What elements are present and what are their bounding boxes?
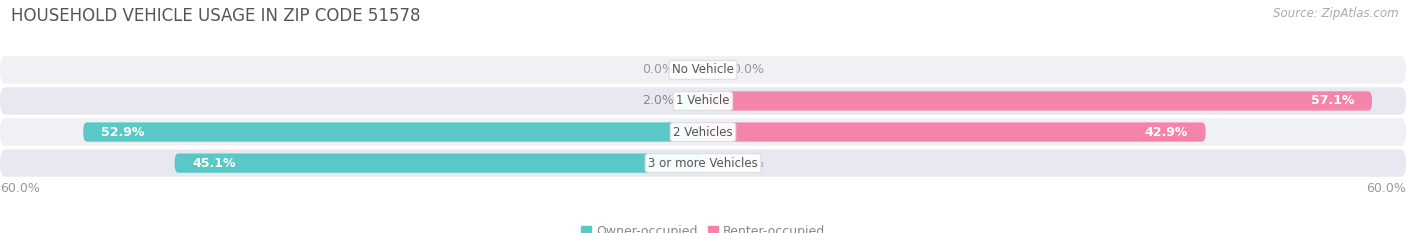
- FancyBboxPatch shape: [0, 149, 1406, 177]
- Text: HOUSEHOLD VEHICLE USAGE IN ZIP CODE 51578: HOUSEHOLD VEHICLE USAGE IN ZIP CODE 5157…: [11, 7, 420, 25]
- Text: 60.0%: 60.0%: [0, 182, 39, 195]
- FancyBboxPatch shape: [703, 122, 1206, 142]
- Text: 52.9%: 52.9%: [101, 126, 145, 139]
- Text: 0.0%: 0.0%: [641, 63, 673, 76]
- Text: 0.0%: 0.0%: [733, 63, 765, 76]
- FancyBboxPatch shape: [83, 122, 703, 142]
- FancyBboxPatch shape: [0, 56, 1406, 84]
- Text: Source: ZipAtlas.com: Source: ZipAtlas.com: [1274, 7, 1399, 20]
- Text: 42.9%: 42.9%: [1144, 126, 1188, 139]
- Text: 0.0%: 0.0%: [733, 157, 765, 170]
- FancyBboxPatch shape: [679, 91, 703, 111]
- Text: 1 Vehicle: 1 Vehicle: [676, 94, 730, 107]
- Text: 57.1%: 57.1%: [1310, 94, 1354, 107]
- FancyBboxPatch shape: [0, 87, 1406, 115]
- Text: 2 Vehicles: 2 Vehicles: [673, 126, 733, 139]
- FancyBboxPatch shape: [703, 91, 1372, 111]
- Text: No Vehicle: No Vehicle: [672, 63, 734, 76]
- FancyBboxPatch shape: [174, 154, 703, 173]
- Text: 60.0%: 60.0%: [1367, 182, 1406, 195]
- Text: 2.0%: 2.0%: [641, 94, 673, 107]
- Legend: Owner-occupied, Renter-occupied: Owner-occupied, Renter-occupied: [576, 220, 830, 233]
- FancyBboxPatch shape: [0, 118, 1406, 146]
- Text: 3 or more Vehicles: 3 or more Vehicles: [648, 157, 758, 170]
- Text: 45.1%: 45.1%: [193, 157, 236, 170]
